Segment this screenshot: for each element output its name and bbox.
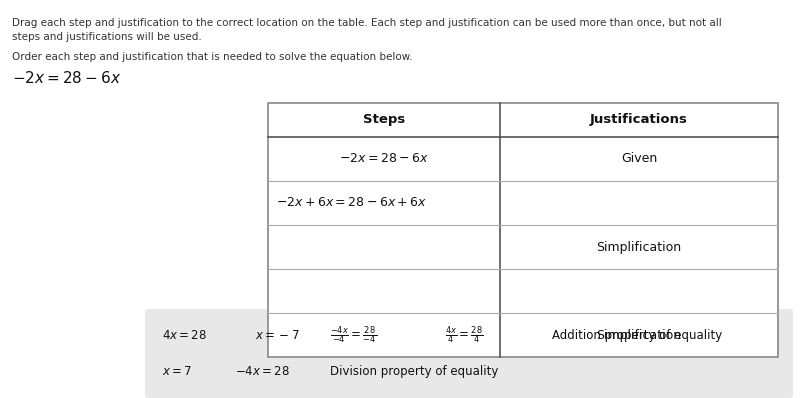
Text: Order each step and justification that is needed to solve the equation below.: Order each step and justification that i… [12,52,413,62]
Text: $-2x = 28 - 6x$: $-2x = 28 - 6x$ [12,70,122,86]
Text: Given: Given [621,152,657,166]
Text: $-2x + 6x = 28 - 6x + 6x$: $-2x + 6x = 28 - 6x + 6x$ [276,197,427,209]
Text: Division property of equality: Division property of equality [330,365,498,378]
Text: $\frac{-4x}{-4} = \frac{28}{-4}$: $\frac{-4x}{-4} = \frac{28}{-4}$ [330,324,377,346]
Text: $\frac{4x}{4} = \frac{28}{4}$: $\frac{4x}{4} = \frac{28}{4}$ [445,324,483,346]
Text: Justifications: Justifications [590,113,688,127]
Text: $-4x = 28$: $-4x = 28$ [235,365,290,378]
Text: $x = 7$: $x = 7$ [162,365,192,378]
Text: $-2x = 28 - 6x$: $-2x = 28 - 6x$ [339,152,429,166]
Text: $x = -7$: $x = -7$ [255,329,300,342]
Text: Steps: Steps [363,113,405,127]
Text: $4x = 28$: $4x = 28$ [162,329,207,342]
Text: steps and justifications will be used.: steps and justifications will be used. [12,32,202,42]
Text: Drag each step and justification to the correct location on the table. Each step: Drag each step and justification to the … [12,18,722,28]
FancyBboxPatch shape [145,309,793,398]
Bar [268,103,778,357]
Text: Simplification: Simplification [597,328,682,341]
Text: Simplification: Simplification [597,240,682,254]
Text: Addition property of equality: Addition property of equality [552,329,722,342]
